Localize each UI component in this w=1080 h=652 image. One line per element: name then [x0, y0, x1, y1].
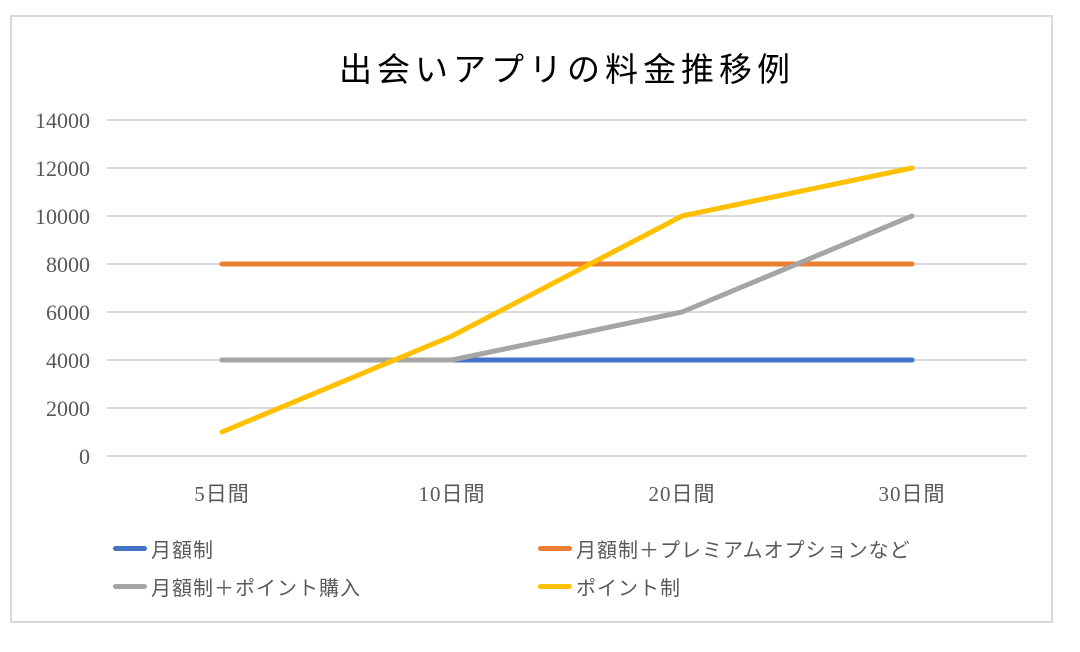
- y-tick-label: 12000: [35, 156, 90, 181]
- series-line-3: [219, 165, 915, 435]
- legend-item-1: 月額制＋プレミアムオプションなど: [538, 536, 911, 562]
- legend-item-3: ポイント制: [538, 574, 681, 600]
- legend-swatch-icon: [538, 583, 572, 589]
- chart-frame: 出会いアプリの料金推移例 0 2000 4000 6000 8000 10000 12000…: [10, 15, 1053, 623]
- legend-swatch-icon: [538, 545, 572, 551]
- y-tick-label: 8000: [46, 252, 90, 277]
- x-tick-label: 20日間: [649, 482, 716, 506]
- legend-swatch-icon: [113, 583, 147, 589]
- y-tick-label: 2000: [46, 396, 90, 421]
- y-tick-label: 4000: [46, 348, 90, 373]
- legend-label: 月額制＋ポイント購入: [151, 577, 361, 600]
- legend-label: ポイント制: [576, 577, 681, 600]
- series-line-2: [219, 213, 915, 363]
- legend-item-2: 月額制＋ポイント購入: [113, 574, 361, 600]
- legend-item-0: 月額制: [113, 536, 214, 562]
- chart-title: 出会いアプリの料金推移例: [339, 53, 795, 89]
- y-tick-label: 0: [79, 444, 90, 469]
- line-chart-plot: 0 2000 4000 6000 8000 10000 12000 14000 5日間 10日間 2…: [35, 108, 1027, 506]
- y-tick-label: 6000: [46, 300, 90, 325]
- legend-label: 月額制: [151, 539, 214, 562]
- legend-label: 月額制＋プレミアムオプションなど: [576, 539, 911, 562]
- x-tick-label: 5日間: [194, 482, 250, 506]
- x-tick-label: 10日間: [419, 482, 486, 506]
- y-tick-label: 14000: [35, 108, 90, 133]
- legend-swatch-icon: [113, 545, 147, 551]
- x-tick-label: 30日間: [879, 482, 946, 506]
- y-tick-label: 10000: [35, 204, 90, 229]
